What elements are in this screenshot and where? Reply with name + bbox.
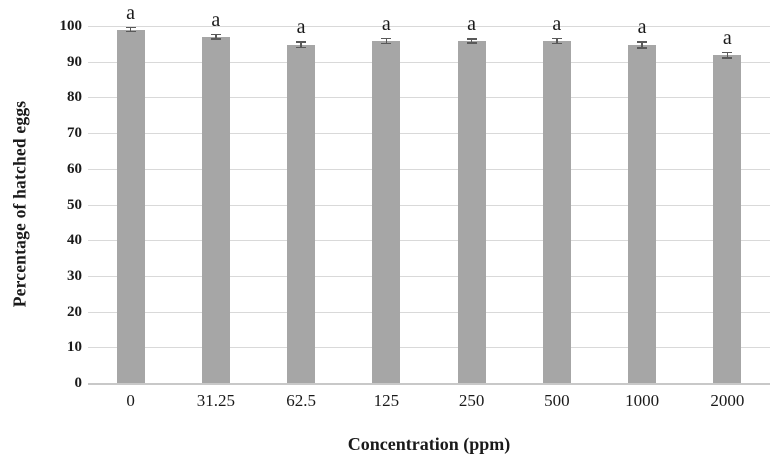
significance-label: a <box>467 13 477 36</box>
x-tick-label: 500 <box>544 391 570 410</box>
bar-group: a <box>88 3 173 383</box>
significance-label: a <box>637 16 647 39</box>
error-bar-stem <box>726 51 729 59</box>
error-bar-cap-bottom <box>381 42 392 45</box>
error-bar-stem <box>470 38 473 44</box>
gridline <box>88 97 770 99</box>
gridline <box>88 26 770 27</box>
x-tick-label: 250 <box>458 391 485 410</box>
gridline <box>88 133 770 135</box>
significance-label: a <box>211 8 221 31</box>
gridline <box>88 311 770 313</box>
bar <box>287 44 316 383</box>
bar-group: a <box>600 17 685 383</box>
error-bar-cap-bottom <box>466 42 477 44</box>
error-bar <box>125 26 136 33</box>
gridline <box>88 61 770 63</box>
significance-label: a <box>296 16 306 38</box>
error-bar-cap-bottom <box>210 38 221 40</box>
x-tick-label: 1000 <box>625 391 660 410</box>
gridline <box>88 168 770 170</box>
error-bar-cap-bottom <box>551 42 562 45</box>
y-tick-label: 20 <box>67 303 82 320</box>
error-bar <box>210 33 221 40</box>
error-bar-cap-bottom <box>637 46 648 49</box>
gridline <box>88 240 770 242</box>
y-tick-label: 80 <box>67 89 82 106</box>
error-bar <box>296 41 307 49</box>
bar <box>628 44 657 383</box>
x-axis-ticks: 0 31.25 62.5 125 250 500 1000 2000 <box>88 391 770 411</box>
y-tick-label: 70 <box>67 125 82 142</box>
bar <box>201 36 230 383</box>
error-bar-stem <box>385 37 388 45</box>
x-tick-label: 2000 <box>710 391 745 410</box>
error-bar-cap-bottom <box>722 57 733 59</box>
error-bar-stem <box>641 41 643 49</box>
significance-label: a <box>552 12 562 35</box>
significance-label: a <box>381 12 391 35</box>
significance-label: a <box>126 1 136 24</box>
y-tick-label: 30 <box>67 267 82 284</box>
y-tick-label: 100 <box>59 18 83 34</box>
x-axis-title: Concentration (ppm) <box>347 434 511 454</box>
y-tick-label: 10 <box>67 339 82 356</box>
bar <box>713 55 742 383</box>
error-bar-stem <box>129 26 132 33</box>
bar-group: a <box>173 10 258 383</box>
error-bar <box>722 51 733 59</box>
bar-series: a a a a a a a a <box>88 3 770 383</box>
bar-group: a <box>259 17 344 383</box>
bar-group: a <box>429 14 514 383</box>
bar-group: a <box>514 14 599 383</box>
error-bar-stem <box>556 37 558 45</box>
error-bar <box>381 37 392 45</box>
error-bar <box>466 38 477 44</box>
y-tick-label: 90 <box>67 53 82 70</box>
bar <box>457 41 486 383</box>
gridline <box>88 204 770 206</box>
y-tick-label: 40 <box>67 232 82 249</box>
bar <box>542 41 571 383</box>
x-tick-label: 62.5 <box>286 391 316 410</box>
x-tick-label: 125 <box>373 391 400 410</box>
bar-group: a <box>685 26 770 383</box>
error-bar-cap-bottom <box>125 30 136 33</box>
error-bar-cap-bottom <box>296 46 307 49</box>
x-tick-label: 0 <box>126 391 135 410</box>
y-tick-label: 50 <box>67 196 82 213</box>
significance-label: a <box>722 26 732 49</box>
error-bar-stem <box>300 41 302 49</box>
gridline <box>88 275 770 277</box>
x-axis-line <box>88 383 770 385</box>
bar <box>372 41 401 383</box>
bar <box>116 29 145 383</box>
y-tick-label: 60 <box>67 160 82 177</box>
y-tick-label: 0 <box>74 375 83 391</box>
error-bar <box>551 37 562 45</box>
error-bar <box>637 41 648 49</box>
error-bar-stem <box>215 33 217 40</box>
x-tick-label: 31.25 <box>196 391 235 410</box>
gridline <box>88 347 770 349</box>
bar-group: a <box>344 14 429 383</box>
